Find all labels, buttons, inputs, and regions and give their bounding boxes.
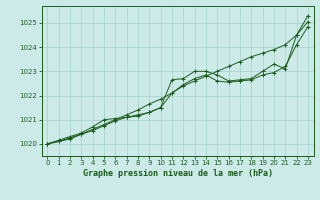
X-axis label: Graphe pression niveau de la mer (hPa): Graphe pression niveau de la mer (hPa) bbox=[83, 169, 273, 178]
